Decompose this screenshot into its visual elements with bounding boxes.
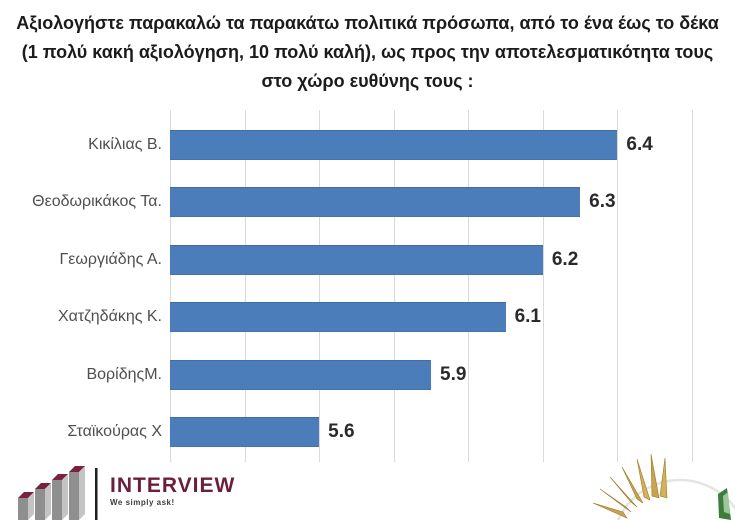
bar — [170, 129, 618, 160]
chart-title-line-2: (1 πολύ κακή αξιολόγηση, 10 πολύ καλή), … — [21, 42, 714, 62]
chart-row: Κικίλιας Β. 6.4 — [0, 116, 692, 174]
gridline — [542, 110, 544, 462]
category-label: Σταϊκούρας Χ — [67, 423, 162, 441]
value-label: 5.9 — [440, 363, 467, 385]
sunburst-logo — [592, 453, 735, 520]
chart-row: Γεωργιάδης Α. 6.2 — [0, 231, 692, 289]
interview-logo: INTERVIEW We simply ask! — [18, 466, 235, 520]
bar — [170, 417, 320, 448]
chart-rows: Κικίλιας Β. 6.4 Θεοδωρικάκος Τα. 6.3 Γεωργιά… — [0, 116, 692, 461]
logo-divider — [95, 468, 98, 520]
bar-track: 6.2 — [170, 244, 692, 275]
chart-row: Σταϊκούρας Χ 5.6 — [0, 404, 692, 462]
bar-track: 6.1 — [170, 302, 692, 333]
bar-track: 6.3 — [170, 187, 692, 218]
gridline — [170, 110, 171, 462]
category-label: Θεοδωρικάκος Τα. — [32, 193, 162, 211]
brand-tagline: We simply ask! — [110, 498, 175, 507]
chart-row: Θεοδωρικάκος Τα. 6.3 — [0, 174, 692, 232]
bar — [170, 244, 543, 275]
sun-circle-outline — [616, 478, 735, 520]
bar — [170, 359, 431, 390]
category-label: ΒορίδηςΜ. — [86, 365, 162, 383]
bar — [170, 302, 506, 333]
gridline — [393, 110, 395, 462]
laurel-icon — [718, 488, 731, 520]
value-label: 5.6 — [328, 421, 355, 443]
bar-track: 6.4 — [170, 129, 692, 160]
bar-chart-3d-icon — [18, 466, 98, 520]
chart-row: ΒορίδηςΜ. 5.9 — [0, 346, 692, 404]
value-label: 6.2 — [551, 248, 579, 270]
gridline — [319, 110, 321, 462]
value-label: 6.1 — [514, 306, 541, 328]
chart-title-line-1: Αξιολογήστε παρακαλώ τα παρακάτω πολιτικ… — [16, 13, 719, 33]
category-label: Χατζηδάκης Κ. — [57, 308, 162, 326]
value-label: 6.4 — [626, 133, 653, 155]
gridlines — [170, 110, 693, 462]
gridline — [617, 110, 619, 462]
chart-title: Αξιολογήστε παρακαλώ τα παρακάτω πολιτικ… — [0, 9, 735, 96]
gridline — [244, 110, 246, 462]
bar-track: 5.9 — [170, 359, 692, 390]
bar — [170, 187, 581, 218]
category-label: Γεωργιάδης Α. — [59, 250, 162, 268]
gridline — [692, 110, 693, 462]
bar-chart: Κικίλιας Β. 6.4 Θεοδωρικάκος Τα. 6.3 Γεωργιά… — [0, 110, 735, 462]
category-label: Κικίλιας Β. — [88, 135, 162, 153]
brand-name: INTERVIEW — [110, 474, 236, 497]
bar-track: 5.6 — [170, 417, 692, 448]
chart-row: Χατζηδάκης Κ. 6.1 — [0, 289, 692, 347]
sun-rays-icon — [592, 453, 668, 519]
chart-title-line-3: στο χώρο ευθύνης τους : — [261, 71, 474, 91]
value-label: 6.3 — [589, 191, 616, 213]
gridline — [468, 110, 470, 462]
